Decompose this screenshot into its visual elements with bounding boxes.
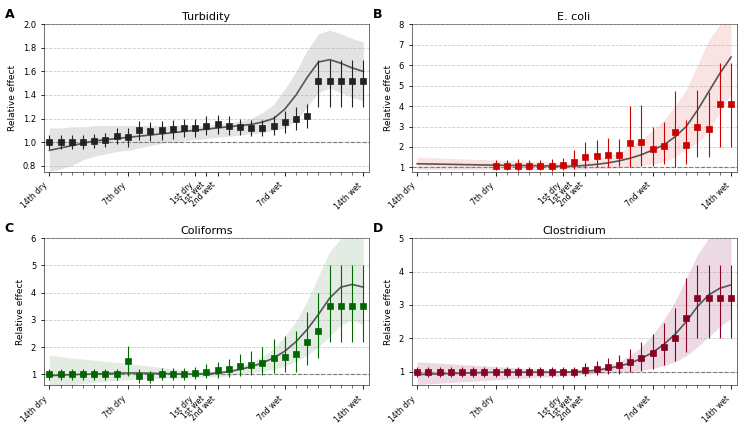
Text: B: B <box>372 8 382 21</box>
Y-axis label: Relative effect: Relative effect <box>384 278 393 345</box>
Title: Clostridium: Clostridium <box>542 226 606 236</box>
Y-axis label: Relative effect: Relative effect <box>8 65 17 131</box>
Text: A: A <box>4 8 14 21</box>
Title: Turbidity: Turbidity <box>183 12 230 22</box>
Title: E. coli: E. coli <box>557 12 591 22</box>
Y-axis label: Relative effect: Relative effect <box>16 278 25 345</box>
Text: D: D <box>372 222 383 235</box>
Title: Coliforms: Coliforms <box>180 226 232 236</box>
Y-axis label: Relative effect: Relative effect <box>384 65 393 131</box>
Text: C: C <box>4 222 14 235</box>
